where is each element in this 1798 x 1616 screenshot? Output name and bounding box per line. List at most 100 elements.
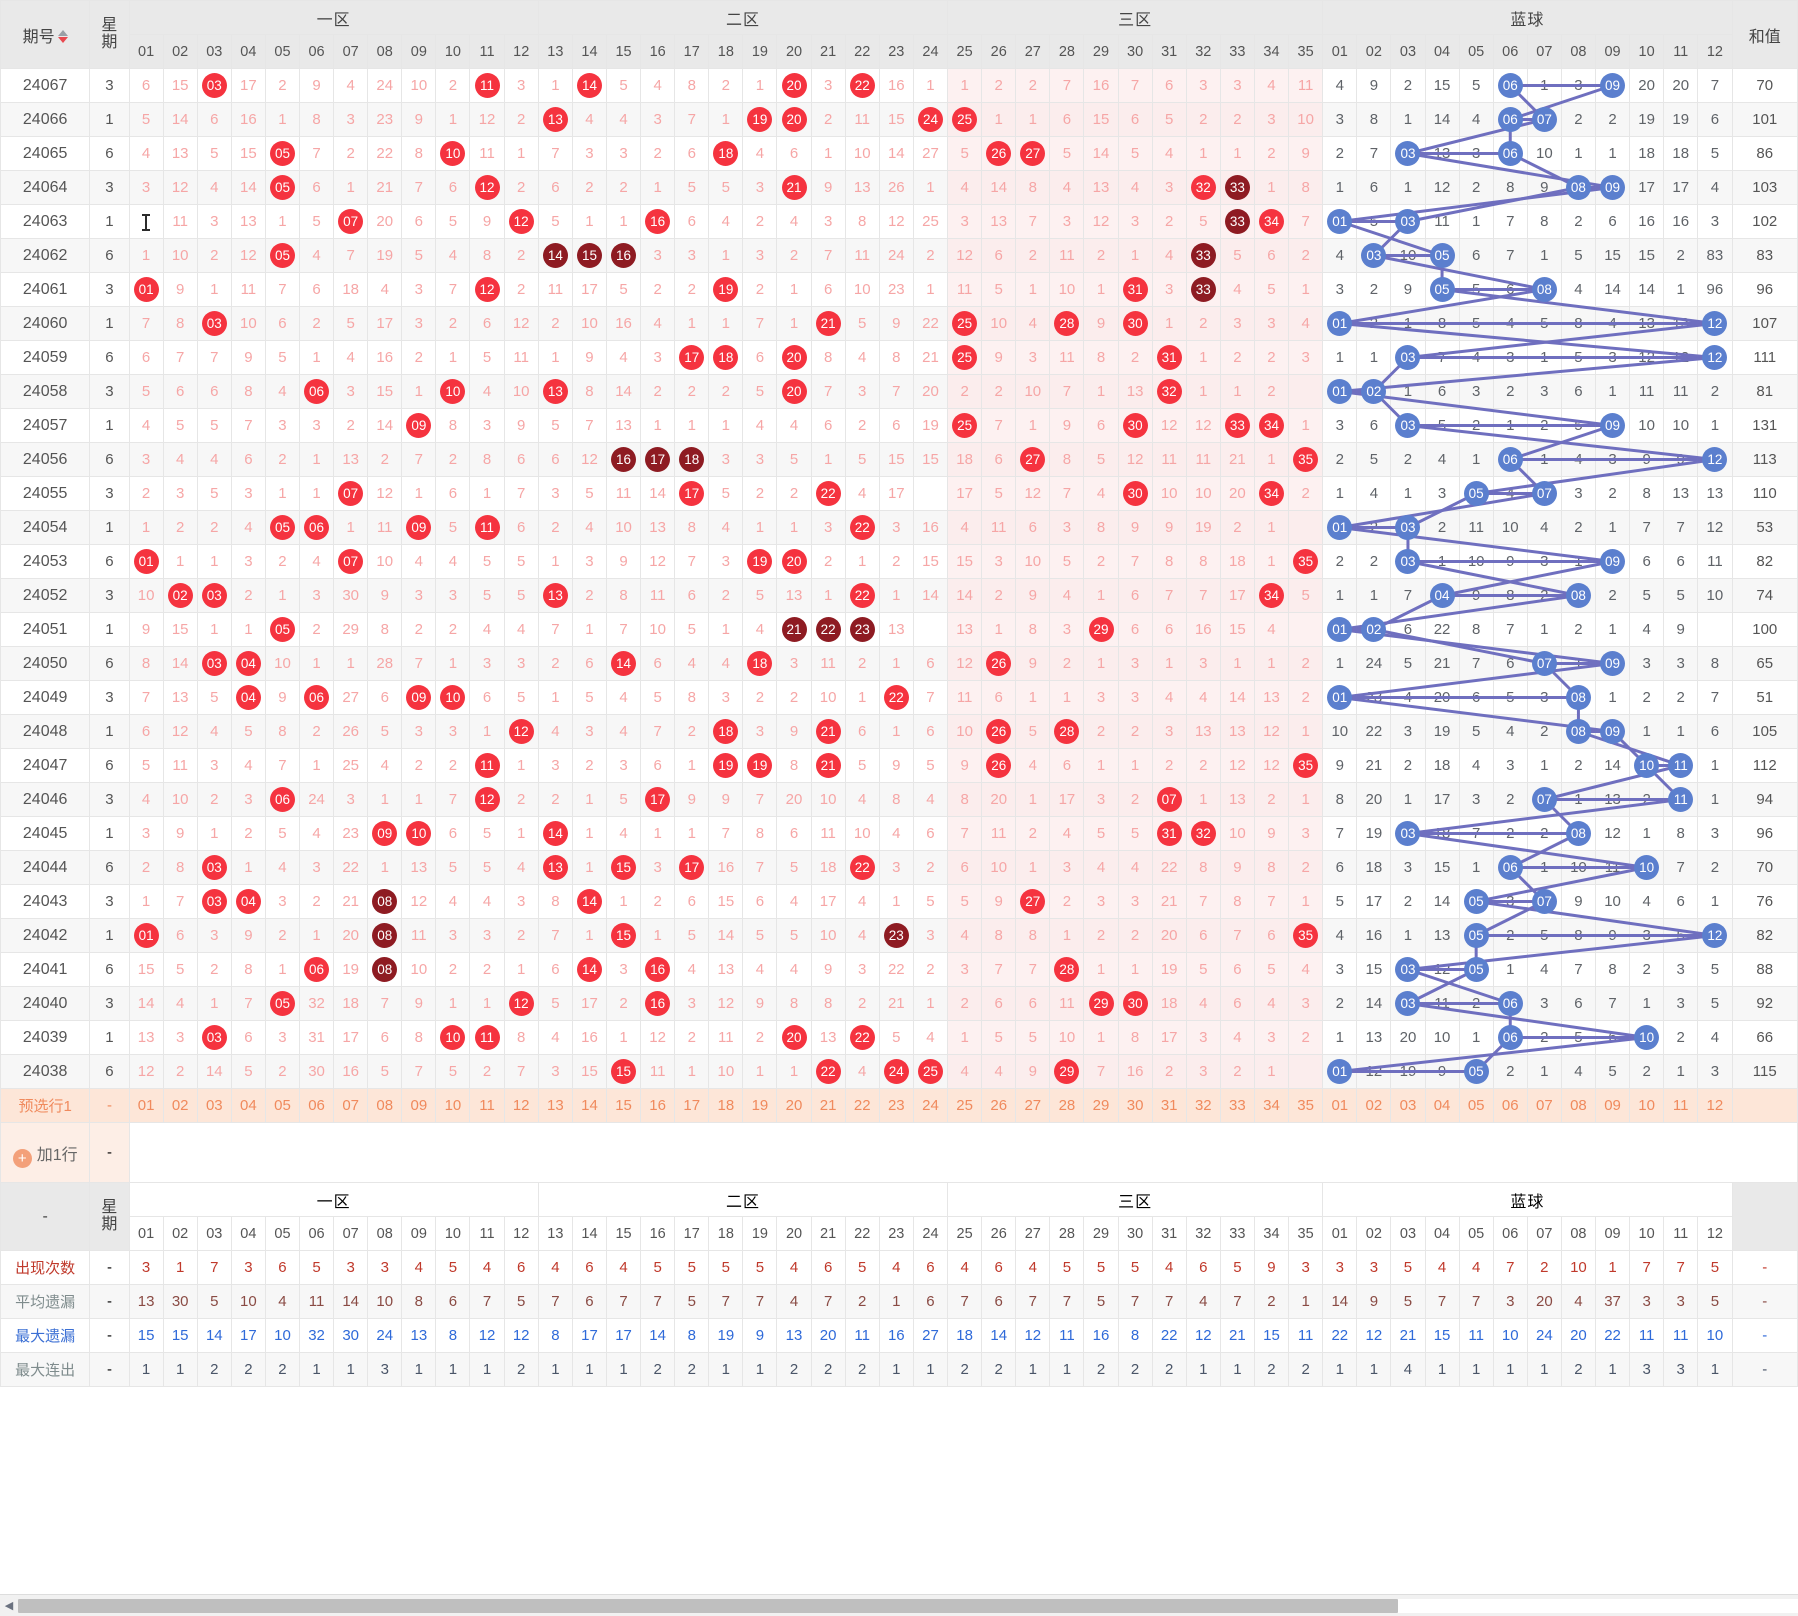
drawn-ball-16[interactable]: 16 (640, 952, 676, 987)
miss-count[interactable]: 3 (1151, 170, 1187, 205)
miss-count[interactable]: 14 (1083, 136, 1119, 171)
drawn-ball-11[interactable]: 11 (469, 748, 505, 783)
preselect-option-19[interactable]: 19 (742, 1088, 778, 1123)
miss-count[interactable]: 18 (1424, 748, 1460, 783)
miss-count[interactable]: 6 (674, 136, 710, 171)
preselect-option-28[interactable]: 28 (1049, 1088, 1085, 1123)
miss-count[interactable]: 1 (264, 204, 301, 239)
miss-count[interactable]: 2 (1083, 918, 1119, 953)
plus-icon[interactable]: + (12, 1148, 32, 1168)
miss-count[interactable]: 2 (1390, 442, 1426, 477)
miss-count[interactable]: 5 (1015, 714, 1051, 749)
col-header-二区-13[interactable]: 13 (537, 34, 573, 69)
miss-count[interactable]: 2 (264, 1054, 301, 1089)
miss-count[interactable]: 1 (299, 646, 335, 681)
miss-count[interactable]: 3 (196, 748, 232, 783)
miss-count[interactable]: 1 (1390, 170, 1426, 205)
miss-count[interactable]: 11 (162, 204, 198, 239)
table-row[interactable]: 24060 1 7 8 03 10 6 2 5 17 3 2 6 12 2 10 16 4 1 1 7 1 21 5 9 22 25… (0, 306, 1798, 341)
miss-count[interactable]: 4 (1185, 986, 1221, 1021)
miss-count[interactable]: 2 (1219, 510, 1255, 545)
miss-count[interactable]: 2 (1253, 374, 1290, 409)
miss-count[interactable]: 15 (1629, 238, 1665, 273)
miss-count[interactable]: 6 (1356, 170, 1392, 205)
col-header-二区-14[interactable]: 14 (571, 34, 608, 69)
miss-count[interactable]: 10 (401, 68, 437, 103)
col-header-蓝球-08[interactable]: 08 (1560, 34, 1596, 69)
drawn-ball-30[interactable]: 30 (1117, 476, 1153, 511)
miss-count[interactable]: 5 (742, 374, 778, 409)
drawn-ball-26[interactable]: 26 (981, 646, 1017, 681)
miss-count[interactable]: 9 (1253, 816, 1290, 851)
miss-count[interactable]: 9 (162, 272, 198, 307)
miss-count[interactable]: 4 (1151, 680, 1187, 715)
miss-count[interactable]: 11 (1697, 544, 1733, 579)
miss-count[interactable]: 24 (299, 782, 335, 817)
footer-col-header-三区-26[interactable]: 26 (981, 1216, 1017, 1251)
miss-count[interactable]: 2 (1083, 238, 1119, 273)
miss-count[interactable]: 7 (1458, 646, 1494, 681)
miss-count[interactable]: 1 (605, 204, 642, 239)
miss-count[interactable]: 4 (1492, 476, 1528, 511)
miss-count[interactable]: 12 (571, 442, 608, 477)
miss-count[interactable]: 12 (1629, 340, 1665, 375)
miss-count[interactable]: 4 (605, 340, 642, 375)
miss-count[interactable]: 9 (469, 204, 505, 239)
miss-count[interactable]: 2 (1083, 714, 1119, 749)
miss-count[interactable]: 6 (299, 170, 335, 205)
footer-col-header-一区-03[interactable]: 03 (196, 1216, 232, 1251)
miss-count[interactable]: 8 (674, 68, 710, 103)
table-row[interactable]: 24064 3 3 12 4 14 05 6 1 21 7 6 12 2 6 2 2 1 5 5 3 21 9 13 26 1 4 1… (0, 170, 1798, 205)
miss-count[interactable]: 6 (912, 816, 949, 851)
miss-count[interactable]: 1 (1629, 714, 1665, 749)
miss-count[interactable]: 3 (674, 986, 710, 1021)
drawn-ball-21[interactable]: 21 (776, 170, 812, 205)
miss-count[interactable]: 5 (503, 680, 539, 715)
miss-count[interactable]: 9 (742, 986, 778, 1021)
miss-count[interactable]: 6 (844, 714, 880, 749)
miss-count[interactable]: 5 (435, 510, 471, 545)
miss-count[interactable]: 3 (605, 136, 642, 171)
miss-count[interactable]: 4 (742, 408, 778, 443)
miss-count[interactable]: 2 (844, 646, 880, 681)
miss-count[interactable]: 6 (1253, 238, 1290, 273)
miss-count[interactable]: 2 (1356, 306, 1392, 341)
col-header-蓝球-03[interactable]: 03 (1390, 34, 1426, 69)
preselect-option-09[interactable]: 09 (1594, 1088, 1631, 1123)
miss-count[interactable]: 6 (196, 102, 232, 137)
miss-count[interactable]: 1 (1560, 782, 1596, 817)
miss-count[interactable]: 3 (674, 238, 710, 273)
miss-count[interactable]: 11 (1185, 442, 1221, 477)
drawn-ball-29[interactable]: 29 (1083, 986, 1119, 1021)
issue-number[interactable]: 24057 (0, 408, 91, 443)
drawn-ball-12[interactable]: 12 (503, 204, 539, 239)
col-header-一区-01[interactable]: 01 (128, 34, 164, 69)
miss-count[interactable]: 2 (742, 680, 778, 715)
miss-count[interactable]: 2 (1253, 340, 1290, 375)
col-header-一区-06[interactable]: 06 (299, 34, 335, 69)
drawn-ball-22[interactable]: 22 (844, 510, 880, 545)
miss-count[interactable]: 5 (128, 374, 164, 409)
miss-count[interactable]: 2 (503, 782, 539, 817)
miss-count[interactable]: 4 (947, 510, 983, 545)
miss-count[interactable] (1697, 612, 1733, 647)
miss-count[interactable]: 8 (844, 204, 880, 239)
preselect-option-10[interactable]: 10 (1629, 1088, 1665, 1123)
miss-count[interactable]: 2 (947, 986, 983, 1021)
miss-count[interactable]: 1 (1253, 442, 1290, 477)
miss-count[interactable]: 16 (912, 510, 949, 545)
col-header-蓝球-06[interactable]: 06 (1492, 34, 1528, 69)
miss-count[interactable]: 7 (1117, 68, 1153, 103)
miss-count[interactable]: 8 (1219, 884, 1255, 919)
preselect-option-25[interactable]: 25 (947, 1088, 983, 1123)
miss-count[interactable]: 1 (674, 1054, 710, 1089)
miss-count[interactable]: 14 (162, 646, 198, 681)
miss-count[interactable]: 5 (742, 918, 778, 953)
miss-count[interactable]: 11 (605, 476, 642, 511)
drawn-ball-08[interactable]: 08 (1560, 170, 1596, 205)
miss-count[interactable]: 14 (1629, 272, 1665, 307)
miss-count[interactable]: 4 (1697, 170, 1733, 205)
miss-count[interactable]: 8 (264, 714, 301, 749)
miss-count[interactable]: 11 (708, 1020, 744, 1055)
drawn-ball-12[interactable]: 12 (1697, 340, 1733, 375)
